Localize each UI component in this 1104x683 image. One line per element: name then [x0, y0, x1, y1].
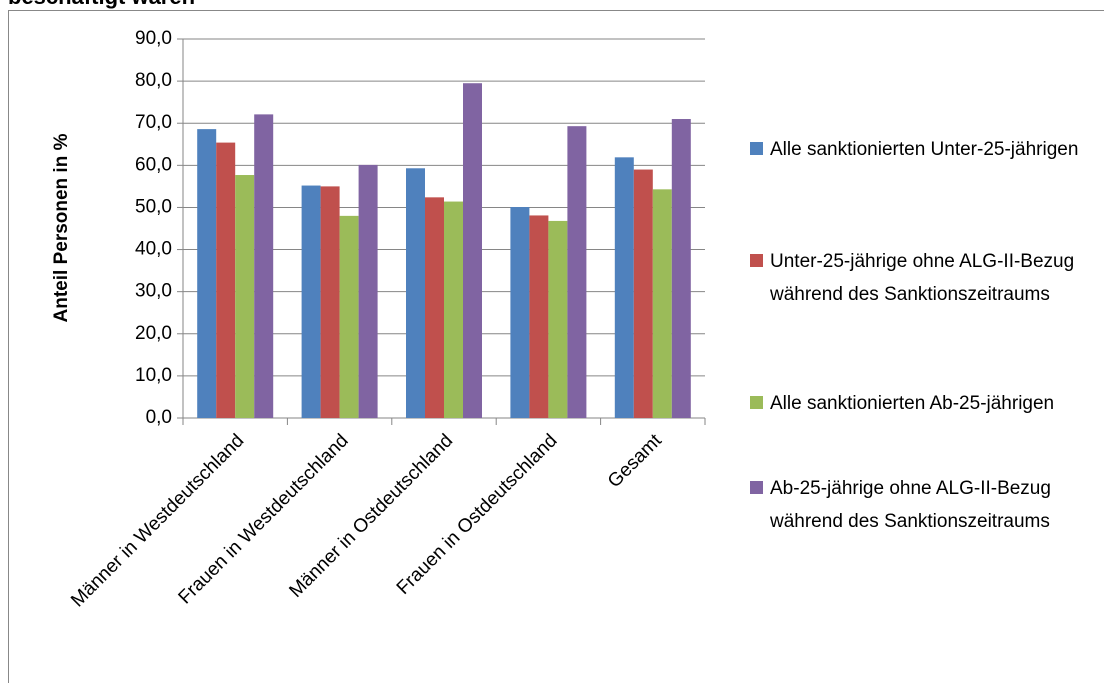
x-tick-label: Gesamt: [604, 430, 666, 492]
legend-swatch: [750, 254, 763, 267]
y-tick-label: 70,0: [135, 112, 172, 133]
y-tick-label: 20,0: [135, 323, 172, 344]
bar: [633, 169, 653, 418]
bar: [197, 129, 217, 418]
y-tick-label: 30,0: [135, 281, 172, 302]
bar: [567, 126, 587, 419]
bar: [235, 175, 255, 418]
legend-swatch: [750, 142, 763, 155]
bar: [529, 215, 549, 418]
y-tick-label: 10,0: [135, 365, 172, 386]
legend-item: Alle sanktionierten Unter-25-jährigen: [750, 133, 1100, 166]
legend-item: Ab-25-jährige ohne ALG-II-Bezug während …: [750, 472, 1100, 538]
legend-swatch: [750, 396, 763, 409]
bar: [510, 207, 530, 418]
bar: [425, 197, 444, 418]
chart-title: beschäftigt waren: [8, 0, 195, 9]
bar: [548, 220, 568, 418]
y-tick-label: 80,0: [135, 70, 172, 91]
legend-label: Alle sanktionierten Ab-25-jährigen: [770, 393, 1055, 414]
y-tick-label: 60,0: [135, 154, 172, 175]
bar: [406, 168, 425, 418]
bar: [444, 201, 463, 418]
legend-item: Unter-25-jährige ohne ALG-II-Bezug währe…: [750, 245, 1100, 311]
x-tick-label: Frauen in Westdeutschland: [175, 430, 353, 608]
y-tick-label: 0,0: [146, 407, 172, 428]
bar: [320, 186, 340, 418]
y-axis-title: Anteil Personen in %: [51, 133, 72, 322]
bar: [671, 119, 691, 418]
legend-label: Alle sanktionierten Unter-25-jährigen: [770, 139, 1079, 160]
legend-label: Unter-25-jährige ohne ALG-II-Bezug währe…: [770, 251, 1075, 305]
bar: [254, 114, 274, 418]
x-tick-label: Männer in Westdeutschland: [67, 430, 248, 611]
legend-label: Ab-25-jährige ohne ALG-II-Bezug während …: [770, 478, 1051, 532]
legend-swatch: [750, 481, 763, 494]
bar: [301, 185, 321, 418]
bar: [614, 157, 634, 419]
y-tick-label: 90,0: [135, 28, 172, 49]
bar: [652, 189, 672, 418]
legend-item: Alle sanktionierten Ab-25-jährigen: [750, 387, 1100, 420]
y-tick-label: 50,0: [135, 196, 172, 217]
chart-frame: [8, 10, 1104, 683]
bar: [463, 83, 482, 418]
bar: [358, 164, 378, 418]
y-tick-label: 40,0: [135, 239, 172, 260]
bar: [339, 215, 359, 418]
bar: [216, 142, 236, 419]
